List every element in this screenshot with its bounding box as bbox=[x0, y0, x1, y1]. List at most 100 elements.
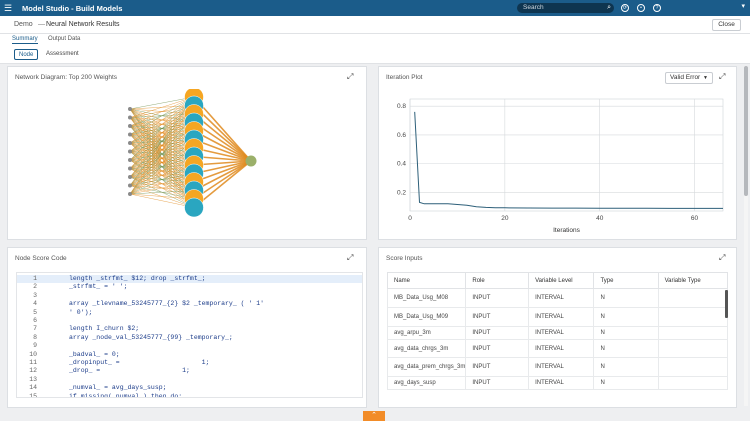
subtab-node[interactable]: Node bbox=[14, 49, 39, 60]
iteration-plot-panel: Iteration Plot Valid Error ▼ ⤢ 0.2 0.4 0.6… bbox=[378, 66, 737, 240]
code-text: _drop_ = 1; bbox=[69, 367, 190, 375]
table-cell bbox=[657, 357, 729, 377]
code-line: 2 _strfmt_ = ' '; bbox=[17, 283, 362, 291]
tab-output-data[interactable]: Output Data bbox=[48, 36, 81, 42]
column-header[interactable]: Variable Level bbox=[528, 272, 595, 289]
network-edge bbox=[129, 156, 195, 195]
expand-icon[interactable]: ⤢ bbox=[347, 253, 354, 262]
summary-subtabs: Node Assessment bbox=[0, 46, 750, 64]
page-title: Neural Network Results bbox=[46, 21, 120, 28]
table-cell: N bbox=[593, 326, 659, 340]
y-tick-label: 0.2 bbox=[397, 189, 406, 196]
code-line: 5 ' 0'); bbox=[17, 308, 362, 317]
network-diagram bbox=[128, 89, 257, 218]
output-node bbox=[245, 155, 257, 167]
network-edge bbox=[129, 96, 195, 161]
table-row[interactable]: avg_data_chrgs_3m INPUT INTERVAL N bbox=[386, 339, 729, 358]
collapse-panel-chevron-up-icon[interactable]: ⌃ bbox=[363, 411, 385, 421]
network-edge bbox=[129, 193, 195, 208]
table-cell: INTERVAL bbox=[528, 307, 595, 327]
table-cell: avg_data_chrgs_3m bbox=[386, 339, 467, 358]
series-line-valid-error bbox=[414, 111, 723, 209]
search-icon[interactable]: ⌕ bbox=[607, 4, 611, 11]
code-text: _strfmt_ = ' '; bbox=[69, 283, 128, 291]
table-cell: INPUT bbox=[465, 357, 530, 377]
code-line: 3 bbox=[17, 291, 362, 300]
x-tick-label: 40 bbox=[596, 215, 604, 222]
table-cell: INTERVAL bbox=[528, 339, 595, 358]
line-number: 14 bbox=[29, 384, 37, 392]
y-tick-label: 0.8 bbox=[397, 103, 406, 110]
search-input[interactable]: Search ⌕ bbox=[517, 3, 614, 13]
table-cell bbox=[657, 326, 729, 340]
expand-icon[interactable]: ⤢ bbox=[347, 72, 354, 81]
code-text: if missing(_numval_) then do; bbox=[69, 392, 183, 398]
notifications-icon[interactable]: • bbox=[637, 4, 645, 12]
code-line: 12 _drop_ = 1; bbox=[17, 367, 362, 375]
table-cell: N bbox=[593, 288, 659, 308]
table-cell: avg_arpu_3m bbox=[386, 326, 467, 340]
code-line: 9 bbox=[17, 342, 362, 350]
table-cell: INPUT bbox=[465, 307, 530, 327]
breadcrumb-separator: — bbox=[38, 21, 45, 28]
network-edge bbox=[129, 164, 195, 195]
code-editor[interactable]: 1 length _strfmt_ $12; drop _strfmt_; 2 _st… bbox=[16, 272, 363, 398]
network-edge bbox=[129, 96, 195, 144]
input-node bbox=[128, 166, 132, 171]
column-header[interactable]: Name bbox=[386, 272, 467, 289]
error-metric-select[interactable]: Valid Error ▼ bbox=[665, 72, 713, 84]
close-button[interactable]: Close bbox=[712, 19, 741, 31]
user-menu-chevron-down-icon[interactable]: ▾ bbox=[741, 3, 745, 10]
column-header[interactable]: Type bbox=[593, 272, 659, 289]
table-row[interactable]: avg_days_susp INPUT INTERVAL N bbox=[386, 376, 729, 390]
code-text: _dropinput_ = 1; bbox=[69, 359, 210, 366]
y-tick-label: 0.6 bbox=[397, 132, 406, 139]
network-edge bbox=[129, 96, 195, 110]
line-number: 2 bbox=[33, 283, 37, 291]
table-row[interactable]: MB_Data_Usg_M09 INPUT INTERVAL N bbox=[386, 307, 729, 327]
input-node bbox=[128, 175, 132, 179]
refresh-icon[interactable]: ⟳ bbox=[621, 4, 629, 12]
input-node bbox=[128, 141, 132, 145]
network-edge bbox=[129, 105, 195, 195]
table-scrollbar[interactable] bbox=[725, 290, 728, 318]
score-code-panel: Node Score Code ⤢ 1 length _strfmt_ $12; … bbox=[7, 247, 367, 408]
results-tabs: Summary Output Data bbox=[0, 34, 750, 46]
tab-summary[interactable]: Summary bbox=[12, 36, 38, 44]
page-scrollbar[interactable] bbox=[744, 66, 748, 406]
line-number: 3 bbox=[33, 291, 37, 299]
code-text: _numval_ = avg_days_susp; bbox=[69, 384, 167, 392]
table-cell: INPUT bbox=[465, 339, 530, 358]
x-axis-label: Iterations bbox=[553, 227, 580, 234]
table-row[interactable]: avg_arpu_3m INPUT INTERVAL N bbox=[386, 326, 729, 340]
select-value: Valid Error bbox=[670, 74, 701, 81]
table-row[interactable]: avg_data_prem_chrgs_3m INPUT INTERVAL N bbox=[386, 357, 729, 377]
panel-title: Score Inputs bbox=[386, 255, 423, 262]
network-edge bbox=[129, 147, 195, 195]
line-number: 4 bbox=[33, 300, 37, 308]
scrollbar-thumb[interactable] bbox=[744, 66, 748, 196]
column-header[interactable]: Role bbox=[465, 272, 530, 289]
code-line: 8 array _node_val_53245777_{99} _temporar… bbox=[17, 334, 362, 342]
network-edge bbox=[129, 181, 195, 195]
y-tick-label: 0.4 bbox=[397, 161, 406, 168]
line-number: 5 bbox=[33, 308, 37, 316]
network-edge bbox=[129, 96, 195, 152]
column-header[interactable]: Variable Type bbox=[657, 272, 729, 289]
breadcrumb-project[interactable]: Demo bbox=[14, 21, 33, 28]
network-edge bbox=[129, 96, 195, 195]
expand-icon[interactable]: ⤢ bbox=[719, 253, 726, 262]
table-cell: N bbox=[593, 376, 659, 390]
table-cell: INPUT bbox=[465, 376, 530, 390]
help-icon[interactable]: ? bbox=[653, 4, 661, 12]
network-edge bbox=[129, 96, 195, 178]
table-row[interactable]: MB_Data_Usg_M08 INPUT INTERVAL N bbox=[386, 288, 729, 308]
expand-icon[interactable]: ⤢ bbox=[719, 72, 726, 81]
code-line: 4 array _tlevname_53245777_{2} $2 _tempor… bbox=[17, 300, 362, 308]
network-edge bbox=[129, 96, 195, 135]
network-edge bbox=[129, 193, 195, 200]
hamburger-menu-icon[interactable]: ☰ bbox=[3, 3, 13, 13]
line-number: 10 bbox=[29, 350, 37, 358]
network-edge bbox=[129, 173, 195, 195]
subtab-assessment[interactable]: Assessment bbox=[46, 51, 79, 57]
